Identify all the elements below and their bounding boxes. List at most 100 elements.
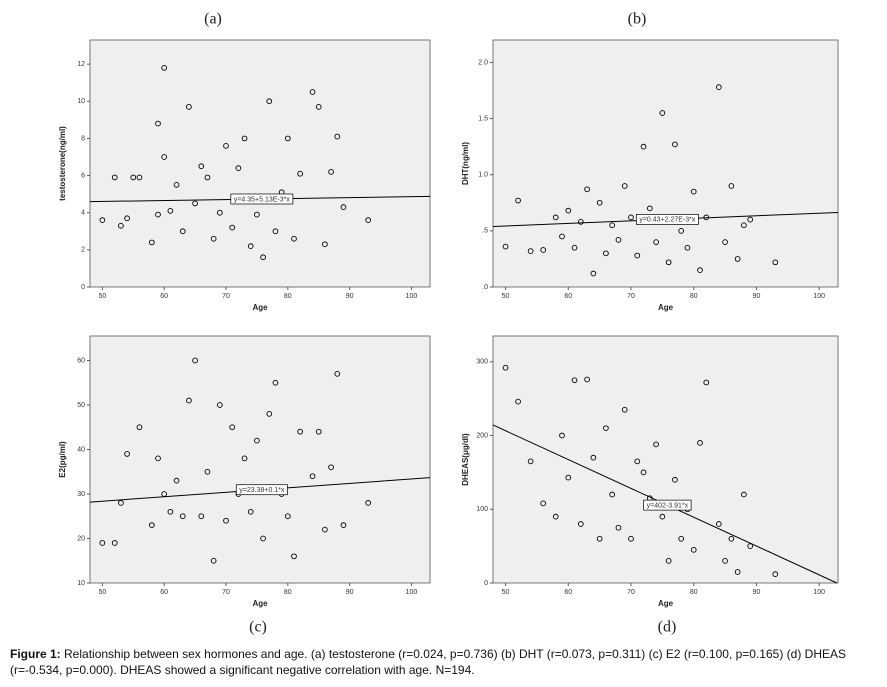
data-point bbox=[204, 174, 211, 181]
data-point bbox=[247, 243, 254, 249]
y-tick-label: 30 bbox=[77, 491, 85, 498]
y-tick-label: 2 bbox=[81, 247, 85, 254]
data-point bbox=[260, 535, 266, 542]
x-tick-label: 70 bbox=[627, 293, 635, 300]
data-point bbox=[235, 165, 242, 171]
y-tick-label: 300 bbox=[476, 359, 488, 366]
panel-label: (c) bbox=[249, 619, 267, 636]
data-point bbox=[148, 239, 155, 246]
x-tick-label: 60 bbox=[160, 293, 168, 300]
plot-area bbox=[89, 39, 431, 288]
data-point bbox=[111, 540, 118, 546]
data-point bbox=[596, 535, 603, 542]
data-point bbox=[565, 474, 572, 481]
data-point bbox=[334, 133, 341, 140]
data-point bbox=[284, 513, 291, 520]
panel-label: (b) bbox=[628, 11, 647, 28]
data-point bbox=[210, 235, 217, 242]
data-point bbox=[167, 208, 174, 214]
data-point bbox=[192, 200, 198, 207]
data-point bbox=[515, 398, 521, 405]
panel-label: (d) bbox=[658, 619, 677, 636]
data-point bbox=[254, 211, 260, 218]
data-point bbox=[99, 217, 106, 223]
data-point bbox=[502, 243, 509, 250]
y-tick-label: 12 bbox=[77, 61, 85, 68]
x-tick-label: 70 bbox=[627, 589, 635, 596]
data-point bbox=[552, 513, 559, 520]
data-point bbox=[659, 513, 666, 520]
data-point bbox=[772, 571, 779, 578]
data-point bbox=[173, 477, 180, 484]
data-point bbox=[328, 169, 334, 175]
data-point bbox=[322, 526, 328, 533]
y-tick-label: 2.0 bbox=[478, 59, 488, 66]
data-point bbox=[229, 424, 236, 431]
data-point bbox=[634, 458, 641, 465]
y-tick-label: 100 bbox=[476, 506, 488, 513]
data-point bbox=[672, 141, 678, 148]
plot-area bbox=[89, 335, 431, 584]
data-point bbox=[334, 370, 341, 377]
data-point bbox=[628, 214, 634, 221]
x-tick-label: 50 bbox=[98, 589, 106, 596]
data-point bbox=[615, 524, 622, 531]
data-point bbox=[99, 540, 106, 546]
fit-label-box bbox=[643, 499, 692, 511]
data-point bbox=[741, 491, 747, 498]
data-point bbox=[124, 215, 130, 222]
data-point bbox=[247, 508, 254, 515]
data-point bbox=[527, 248, 534, 254]
x-tick-label: 100 bbox=[813, 293, 825, 300]
fit-label-box bbox=[235, 484, 288, 496]
x-axis-label: Age bbox=[252, 599, 268, 608]
data-point bbox=[260, 254, 266, 261]
data-point bbox=[603, 425, 609, 432]
data-point bbox=[223, 143, 229, 149]
y-tick-label: 40 bbox=[77, 446, 85, 453]
data-point bbox=[690, 188, 697, 195]
data-point bbox=[315, 104, 322, 110]
data-point bbox=[540, 500, 547, 507]
data-point bbox=[540, 247, 547, 253]
data-point bbox=[161, 65, 168, 71]
data-point bbox=[502, 364, 509, 371]
data-point bbox=[309, 89, 316, 95]
data-point bbox=[715, 521, 722, 527]
x-tick-label: 100 bbox=[406, 293, 418, 300]
caption: Figure 1: Relationship between sex hormo… bbox=[10, 646, 880, 678]
x-tick-label: 100 bbox=[813, 589, 825, 596]
data-point bbox=[571, 377, 578, 384]
y-tick-label: 0 bbox=[81, 284, 85, 291]
data-point bbox=[741, 222, 747, 229]
data-point bbox=[722, 558, 728, 564]
y-axis-label: DHEAS(μg/dl) bbox=[461, 433, 470, 486]
data-point bbox=[609, 222, 616, 229]
data-point bbox=[596, 199, 603, 206]
y-tick-label: 6 bbox=[81, 172, 85, 179]
data-point bbox=[272, 379, 279, 386]
data-point bbox=[559, 233, 565, 240]
data-point bbox=[590, 454, 597, 461]
data-point bbox=[747, 543, 754, 549]
fit-label: y=402-3.91*x bbox=[647, 502, 689, 509]
data-point bbox=[515, 197, 521, 204]
data-point bbox=[148, 522, 155, 528]
data-point bbox=[559, 432, 565, 439]
x-tick-label: 50 bbox=[98, 293, 106, 300]
x-axis-label: Age bbox=[658, 303, 674, 312]
data-point bbox=[697, 267, 703, 274]
data-point bbox=[291, 553, 297, 560]
fit-label: y=0.43+2.27E-3*x bbox=[639, 217, 696, 224]
plot-area bbox=[492, 39, 839, 288]
data-point bbox=[204, 468, 211, 475]
y-tick-label: 200 bbox=[476, 432, 488, 439]
x-tick-label: 60 bbox=[160, 589, 168, 596]
data-point bbox=[527, 458, 534, 465]
data-point bbox=[161, 154, 168, 160]
plot-area bbox=[492, 335, 839, 584]
data-point bbox=[653, 239, 659, 245]
data-point bbox=[653, 441, 659, 448]
